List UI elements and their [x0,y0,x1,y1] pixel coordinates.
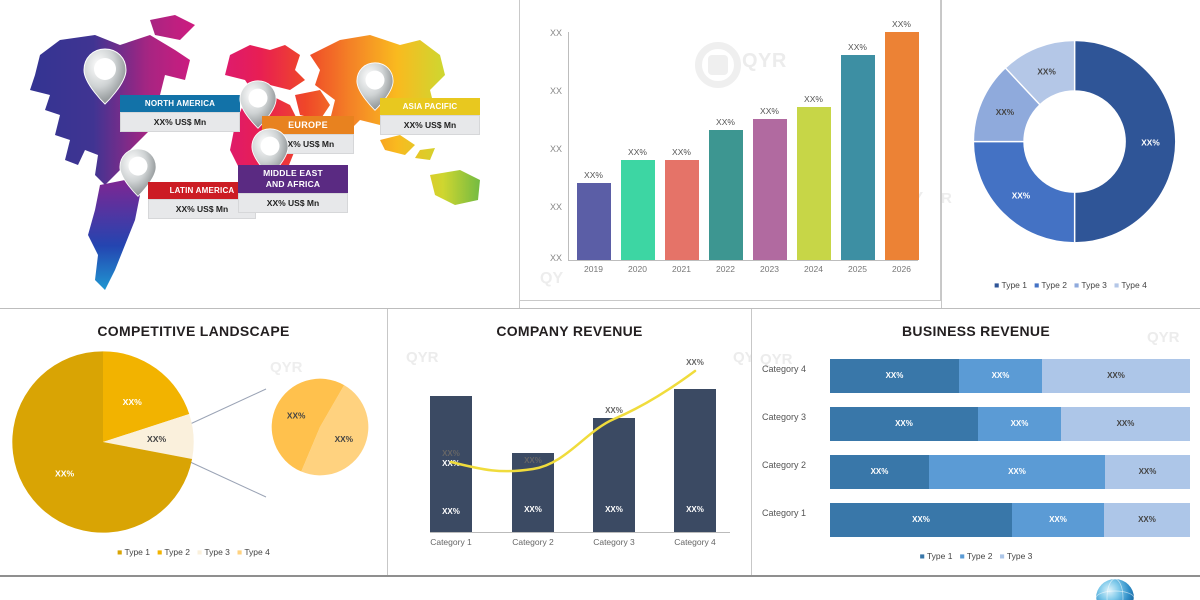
svg-text:XX%: XX% [524,456,542,465]
svg-text:XX%: XX% [287,411,306,421]
svg-text:XX%: XX% [996,108,1015,117]
svg-text:XX%: XX% [147,434,167,444]
svg-text:XX%: XX% [1037,67,1056,76]
svg-text:XX%: XX% [55,469,75,479]
svg-text:XX%: XX% [686,358,704,367]
svg-text:XX%: XX% [1141,138,1160,147]
svg-text:XX%: XX% [335,434,354,444]
svg-text:XX%: XX% [442,449,460,458]
svg-text:XX%: XX% [123,397,143,407]
svg-text:XX%: XX% [605,406,623,415]
svg-text:XX%: XX% [1012,192,1031,201]
